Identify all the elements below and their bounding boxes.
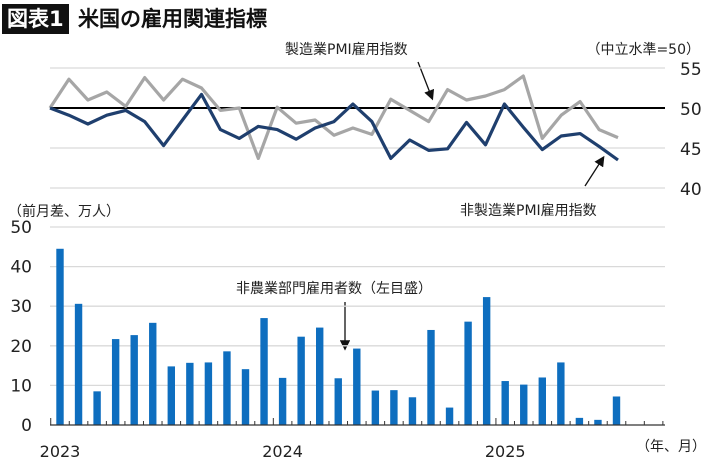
- payroll-bar: [56, 248, 64, 425]
- bar-ytick-label: 10: [10, 376, 32, 396]
- legend-payrolls: 非農業部門雇用者数（左目盛）: [236, 280, 432, 297]
- pmi-unit-note: （中立水準=50）: [586, 42, 700, 58]
- figure-title: 米国の雇用関連指標: [78, 7, 267, 31]
- pmi-ytick-label: 40: [680, 180, 702, 200]
- pmi-ytick-label: 55: [680, 60, 702, 80]
- payroll-bar: [278, 377, 287, 425]
- arrow-services: [584, 155, 605, 187]
- payroll-bar: [445, 407, 454, 425]
- pmi-ytick-label: 50: [680, 100, 702, 120]
- bar-xtick-label: 2023: [40, 442, 81, 461]
- payroll-bar: [241, 369, 250, 425]
- payroll-bar: [149, 322, 157, 425]
- legend-manufacturing: 製造業PMI雇用指数: [285, 41, 408, 58]
- payroll-bar: [390, 390, 398, 425]
- bar-ytick-label: 20: [10, 337, 32, 357]
- bar-ytick-label: 30: [10, 297, 32, 317]
- figure-badge: 図表1: [2, 4, 69, 34]
- services-pmi-line: [49, 92, 619, 162]
- payroll-bar: [130, 335, 138, 425]
- bar-ylabel: （前月差、万人）: [8, 203, 120, 220]
- payroll-bar: [186, 362, 194, 425]
- payroll-bar: [353, 348, 361, 425]
- pmi-ytick-label: 45: [680, 140, 702, 160]
- bar-xtick-label: 2024: [262, 442, 303, 461]
- legend-services: 非製造業PMI雇用指数: [460, 202, 597, 219]
- bar-xlabel: （年、月）: [636, 439, 706, 455]
- payroll-bar: [501, 381, 509, 425]
- payroll-bar: [482, 297, 491, 425]
- bar-ytick-label: 0: [21, 416, 32, 436]
- bar-xtick-label: 2025: [485, 442, 526, 461]
- manufacturing-pmi-line: [48, 74, 619, 160]
- payroll-bar: [557, 362, 565, 425]
- payroll-bar: [538, 377, 546, 425]
- bar-ytick-label: 40: [10, 258, 32, 278]
- bar-ytick-label: 50: [10, 218, 32, 238]
- payroll-bar: [371, 390, 380, 425]
- payroll-bar: [93, 391, 101, 425]
- payroll-bar: [297, 336, 305, 425]
- payroll-bar: [594, 419, 602, 425]
- payroll-bar: [223, 351, 231, 425]
- payroll-bar: [260, 318, 268, 425]
- payroll-bar: [111, 339, 120, 425]
- payroll-bar: [334, 378, 342, 425]
- payroll-bar: [74, 303, 83, 425]
- payroll-bar: [316, 327, 324, 425]
- payroll-bar: [427, 329, 435, 425]
- payroll-bar: [612, 396, 621, 425]
- payroll-bar: [408, 397, 417, 425]
- payroll-bar: [464, 321, 472, 425]
- payroll-bar: [575, 417, 584, 425]
- payroll-bar: [520, 384, 528, 425]
- payroll-bar: [204, 362, 213, 425]
- payroll-bar: [167, 366, 175, 425]
